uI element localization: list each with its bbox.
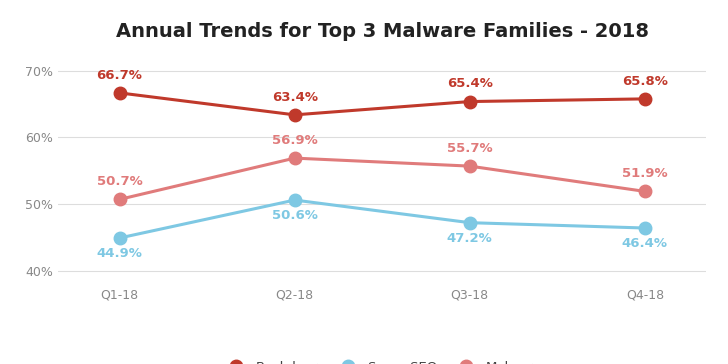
Legend: Backdoor, Spam SEO, Malware: Backdoor, Spam SEO, Malware <box>218 356 547 364</box>
Text: 65.4%: 65.4% <box>447 78 493 90</box>
Text: 63.4%: 63.4% <box>272 91 317 104</box>
Text: 55.7%: 55.7% <box>447 142 493 155</box>
Text: 50.7%: 50.7% <box>97 175 143 188</box>
Text: 66.7%: 66.7% <box>97 69 143 82</box>
Title: Annual Trends for Top 3 Malware Families - 2018: Annual Trends for Top 3 Malware Families… <box>116 22 649 41</box>
Text: 50.6%: 50.6% <box>272 209 317 222</box>
Text: 44.9%: 44.9% <box>97 247 143 260</box>
Text: 46.4%: 46.4% <box>622 237 668 250</box>
Text: 47.2%: 47.2% <box>447 232 493 245</box>
Text: 51.9%: 51.9% <box>622 167 668 180</box>
Text: 65.8%: 65.8% <box>622 75 668 88</box>
Text: 56.9%: 56.9% <box>272 134 317 147</box>
